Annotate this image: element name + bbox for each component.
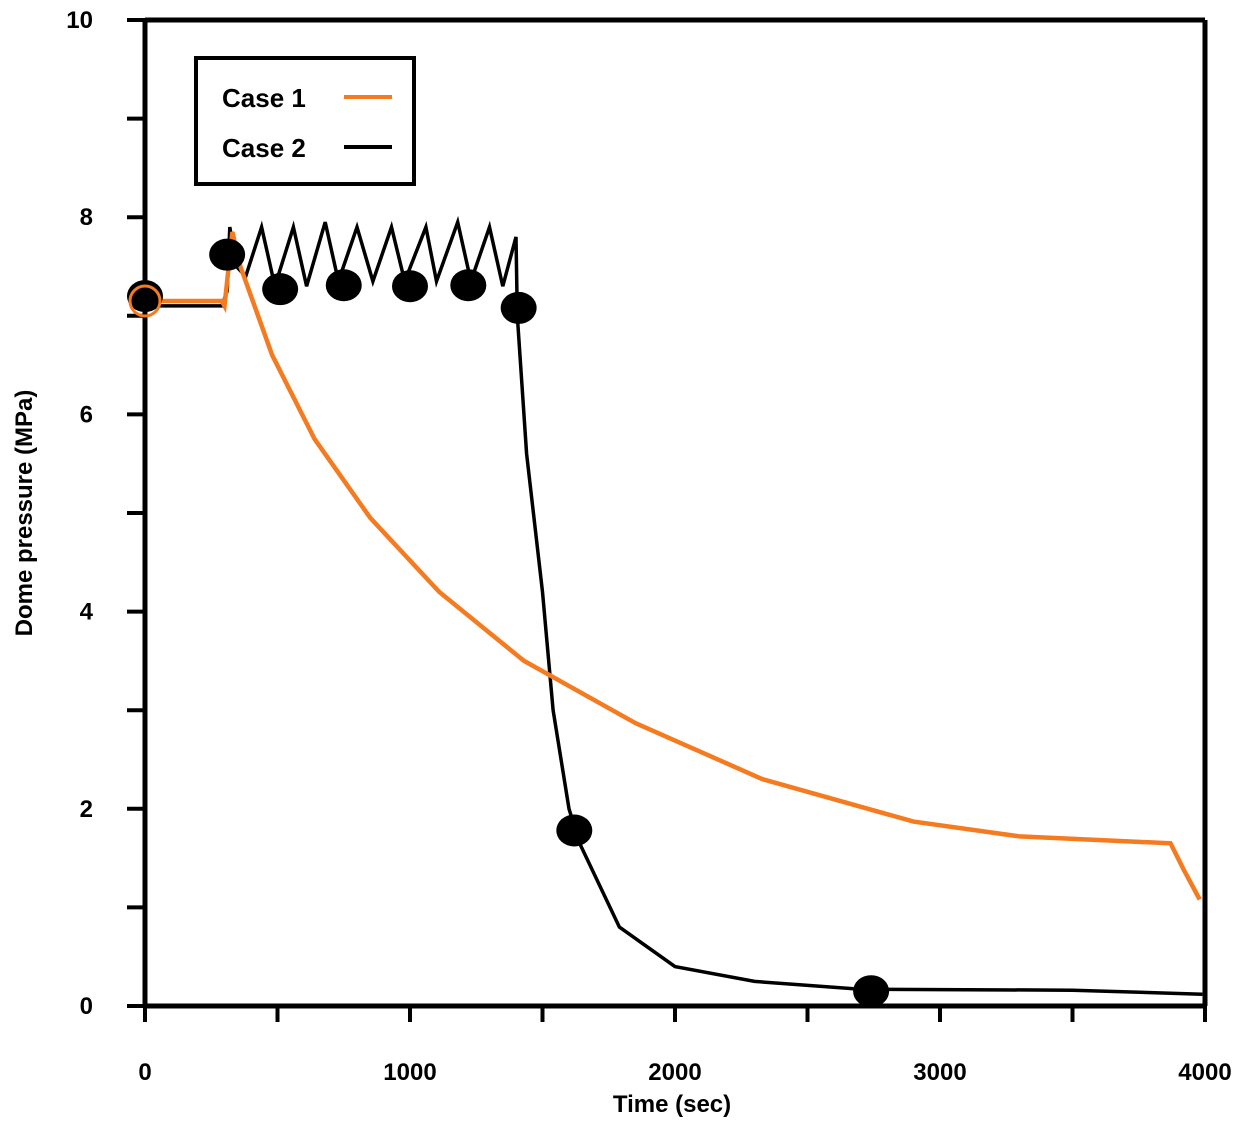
y-axis-ticks: 0 2 4 6 8 10 — [66, 7, 145, 1020]
series-line-case-1 — [145, 231, 1202, 901]
series-marker-case-2 — [450, 269, 487, 302]
legend-box — [194, 56, 416, 186]
y-tick-label: 4 — [80, 599, 94, 626]
x-tick-label: 4000 — [1178, 1059, 1231, 1086]
x-axis-ticks: 0 1000 2000 3000 4000 — [138, 1006, 1232, 1086]
series-marker-case-2 — [325, 269, 362, 302]
x-tick-label: 2000 — [648, 1059, 701, 1086]
y-tick-label: 6 — [80, 401, 93, 428]
series-marker-case-2 — [556, 814, 593, 847]
series-line-case-2 — [145, 215, 1203, 996]
legend-label-case-1: Case 1 — [222, 83, 306, 113]
legend-label-case-2: Case 2 — [222, 133, 306, 163]
marker-layer — [127, 238, 890, 1008]
series-marker-case-1 — [128, 284, 162, 318]
y-axis-title: Dome pressure (MPa) — [11, 390, 38, 637]
x-axis-title: Time (sec) — [613, 1091, 731, 1118]
series-layer — [145, 215, 1203, 996]
legend: Case 1 Case 2 — [194, 56, 416, 186]
series-marker-case-2 — [209, 238, 246, 271]
y-tick-label: 0 — [80, 993, 93, 1020]
y-tick-label: 8 — [80, 204, 93, 231]
series-marker-case-2 — [392, 270, 428, 303]
x-tick-label: 0 — [138, 1059, 151, 1086]
series-marker-case-2 — [500, 291, 537, 324]
x-tick-label: 3000 — [913, 1059, 966, 1086]
series-marker-case-2 — [853, 975, 890, 1008]
y-tick-label: 10 — [66, 7, 93, 34]
series-marker-case-2 — [262, 273, 299, 306]
y-tick-label: 2 — [80, 796, 93, 823]
x-tick-label: 1000 — [383, 1059, 436, 1086]
